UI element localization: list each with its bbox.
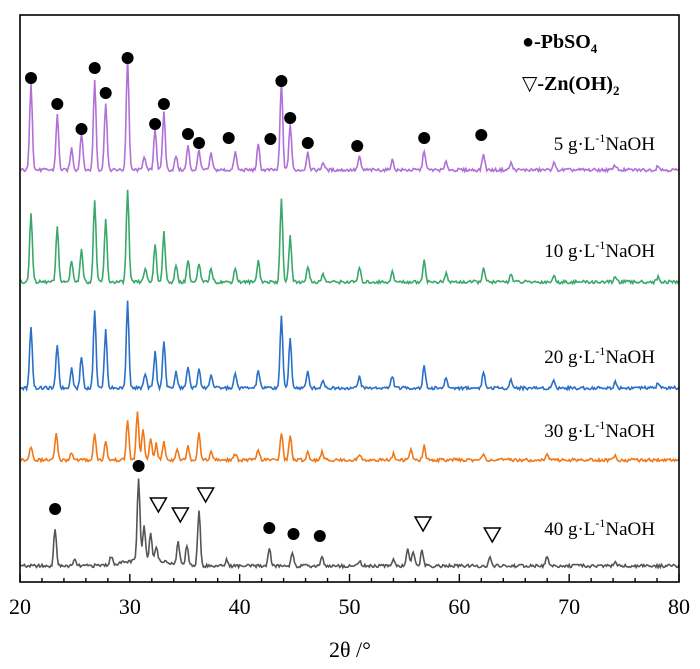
series-label-text: NaOH: [605, 421, 655, 442]
x-tick-label: 50: [339, 594, 361, 619]
pbso4-peak-marker: [275, 75, 288, 87]
pbso4-peak-marker: [25, 72, 37, 84]
series-label-text: NaOH: [605, 134, 655, 155]
series-label-text: 5 g·L: [554, 134, 596, 155]
series-label-text: 30 g·L: [544, 421, 595, 442]
x-tick-label: 70: [558, 594, 580, 619]
series-line: [19, 189, 680, 286]
legend-symbol-znoh2: ▽: [522, 73, 538, 95]
pbso4-peak-marker: [264, 133, 277, 145]
pbso4-peak-marker: [182, 128, 194, 140]
series-line: [19, 300, 680, 392]
pbso4-peak-marker: [222, 132, 235, 144]
x-tick-label: 30: [119, 594, 141, 619]
pbso4-peak-marker: [351, 140, 364, 152]
series-label-sup: -1: [595, 344, 605, 358]
series-label-sup: -1: [595, 238, 605, 252]
plot-frame: [19, 14, 680, 583]
pbso4-peak-marker: [51, 98, 64, 110]
pbso4-peak-marker: [99, 87, 112, 99]
series-label: 40 g·L-1NaOH: [544, 516, 655, 540]
x-tick-label: 60: [448, 594, 470, 619]
legend-sub-znoh2: 2: [613, 83, 620, 98]
series-label-text: 40 g·L: [544, 519, 595, 540]
pbso4-peak-marker: [121, 52, 134, 64]
series-line: [19, 411, 680, 464]
pbso4-peak-marker: [475, 129, 488, 141]
series-label: 10 g·L-1NaOH: [544, 238, 655, 262]
pbso4-peak-marker: [49, 503, 62, 515]
series-label-sup: -1: [595, 131, 605, 145]
pbso4-peak-marker: [193, 137, 205, 149]
pbso4-peak-marker: [75, 123, 88, 135]
x-axis-ticks: 20 30 40 50 60 70 80: [9, 574, 690, 619]
x-tick-label: 20: [9, 594, 31, 619]
series-label: 30 g·L-1NaOH: [544, 418, 655, 442]
pbso4-peak-marker: [287, 528, 300, 540]
legend-label-pbso4: -PbSO: [534, 31, 591, 53]
pbso4-peak-marker: [88, 62, 101, 74]
legend-label-znoh2: -Zn(OH): [537, 73, 613, 95]
znoh2-peak-marker: [482, 527, 502, 544]
series-layer: [19, 57, 680, 570]
series-label-sup: -1: [595, 516, 605, 530]
series-label: 20 g·L-1NaOH: [544, 344, 655, 368]
series-label-text: NaOH: [605, 241, 655, 262]
pbso4-peak-marker: [157, 98, 170, 110]
legend-sub-pbso4: 4: [591, 41, 598, 56]
series-line: [19, 57, 680, 174]
pbso4-peak-marker: [418, 132, 431, 144]
series-label-sup: -1: [595, 418, 605, 432]
legend-entry-znoh2: ▽-Zn(OH)2: [522, 73, 619, 98]
x-tick-label: 80: [668, 594, 690, 619]
pbso4-peak-marker: [301, 137, 314, 149]
znoh2-peak-marker: [171, 507, 190, 524]
legend: ●-PbSO4 ▽-Zn(OH)2: [522, 31, 619, 98]
series-label-text: 20 g·L: [544, 347, 595, 368]
series-label-text: NaOH: [605, 519, 655, 540]
series-label-text: 10 g·L: [544, 241, 595, 262]
znoh2-peak-marker: [149, 497, 168, 514]
x-axis-label: 2θ /°: [329, 637, 371, 662]
pbso4-peak-marker: [313, 530, 326, 542]
series-line: [19, 478, 680, 570]
pbso4-peak-marker: [284, 112, 297, 124]
znoh2-peak-marker: [196, 487, 215, 504]
legend-symbol-pbso4: ●: [522, 31, 534, 53]
series-label: 5 g·L-1NaOH: [554, 131, 656, 155]
x-tick-label: 40: [229, 594, 251, 619]
legend-entry-pbso4: ●-PbSO4: [522, 31, 598, 56]
peak-marker-layer: [25, 52, 502, 544]
pbso4-peak-marker: [149, 118, 162, 130]
pbso4-peak-marker: [263, 522, 276, 534]
pbso4-peak-marker: [132, 460, 145, 472]
series-label-text: NaOH: [605, 347, 655, 368]
znoh2-peak-marker: [413, 516, 433, 533]
